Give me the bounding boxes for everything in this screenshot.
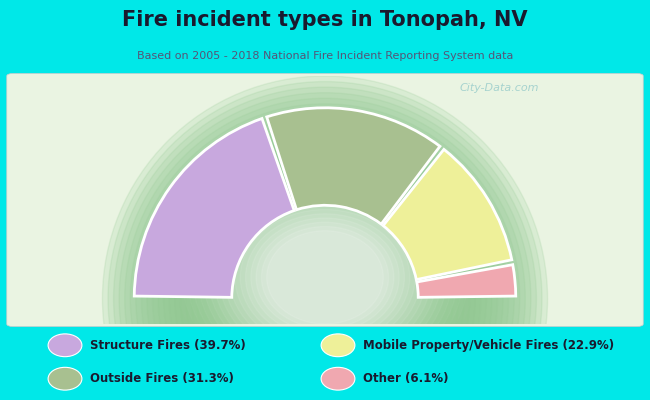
Ellipse shape	[266, 231, 384, 324]
Circle shape	[119, 93, 531, 400]
Wedge shape	[417, 265, 515, 297]
Circle shape	[125, 98, 525, 400]
Circle shape	[242, 215, 408, 382]
Circle shape	[186, 160, 464, 400]
Circle shape	[253, 226, 397, 371]
Ellipse shape	[235, 205, 415, 350]
Ellipse shape	[321, 334, 355, 357]
Circle shape	[130, 104, 520, 400]
Circle shape	[142, 115, 508, 400]
Circle shape	[136, 109, 514, 400]
FancyBboxPatch shape	[6, 74, 644, 326]
Ellipse shape	[219, 192, 431, 362]
Text: Mobile Property/Vehicle Fires (22.9%): Mobile Property/Vehicle Fires (22.9%)	[363, 339, 614, 352]
Circle shape	[103, 76, 547, 400]
Ellipse shape	[48, 367, 82, 390]
Circle shape	[108, 82, 542, 400]
Circle shape	[197, 170, 453, 400]
Ellipse shape	[214, 188, 436, 366]
Ellipse shape	[256, 222, 394, 332]
Circle shape	[230, 204, 420, 393]
Circle shape	[225, 198, 425, 399]
Circle shape	[147, 120, 503, 400]
Ellipse shape	[246, 214, 404, 341]
Text: City-Data.com: City-Data.com	[460, 84, 540, 94]
Ellipse shape	[229, 201, 421, 354]
Circle shape	[236, 210, 414, 388]
Circle shape	[153, 126, 497, 400]
Ellipse shape	[251, 218, 399, 337]
Ellipse shape	[261, 226, 389, 328]
Text: Outside Fires (31.3%): Outside Fires (31.3%)	[90, 372, 233, 385]
Circle shape	[208, 182, 442, 400]
Circle shape	[219, 193, 431, 400]
Circle shape	[203, 176, 447, 400]
Circle shape	[247, 221, 403, 376]
Circle shape	[192, 165, 458, 400]
Circle shape	[258, 232, 392, 365]
Ellipse shape	[321, 367, 355, 390]
Text: Other (6.1%): Other (6.1%)	[363, 372, 448, 385]
Wedge shape	[383, 149, 512, 280]
Circle shape	[180, 154, 470, 400]
Text: Fire incident types in Tonopah, NV: Fire incident types in Tonopah, NV	[122, 10, 528, 30]
Circle shape	[214, 187, 436, 400]
Text: Structure Fires (39.7%): Structure Fires (39.7%)	[90, 339, 246, 352]
Ellipse shape	[224, 197, 426, 358]
Circle shape	[158, 132, 492, 400]
Ellipse shape	[240, 210, 410, 345]
Circle shape	[114, 87, 536, 400]
Ellipse shape	[48, 334, 82, 357]
Circle shape	[164, 137, 486, 400]
Wedge shape	[266, 108, 440, 224]
Circle shape	[175, 148, 475, 400]
Wedge shape	[135, 118, 294, 297]
Circle shape	[169, 143, 481, 400]
Text: Based on 2005 - 2018 National Fire Incident Reporting System data: Based on 2005 - 2018 National Fire Incid…	[136, 51, 514, 61]
